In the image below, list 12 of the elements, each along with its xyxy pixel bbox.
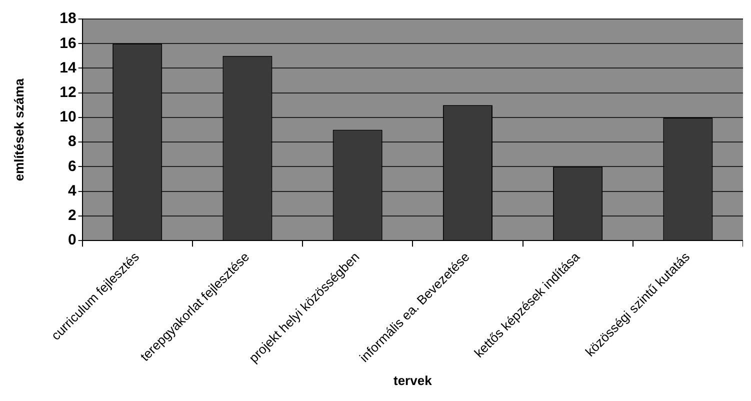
y-tick-label: 14 [60,59,77,76]
y-tick-label: 18 [60,10,76,28]
x-axis-title: tervek [393,372,433,388]
y-tick-label: 6 [68,158,76,175]
y-tick-label: 4 [68,182,77,200]
y-axis-title: említések száma [11,78,26,182]
y-tick-label: 10 [60,108,76,126]
y-tick-label: 0 [68,232,76,249]
y-tick-label: 8 [68,133,76,150]
y-tick-label: 2 [68,207,76,224]
y-tick-label: 16 [60,34,76,52]
y-tick-label: 12 [60,84,76,102]
